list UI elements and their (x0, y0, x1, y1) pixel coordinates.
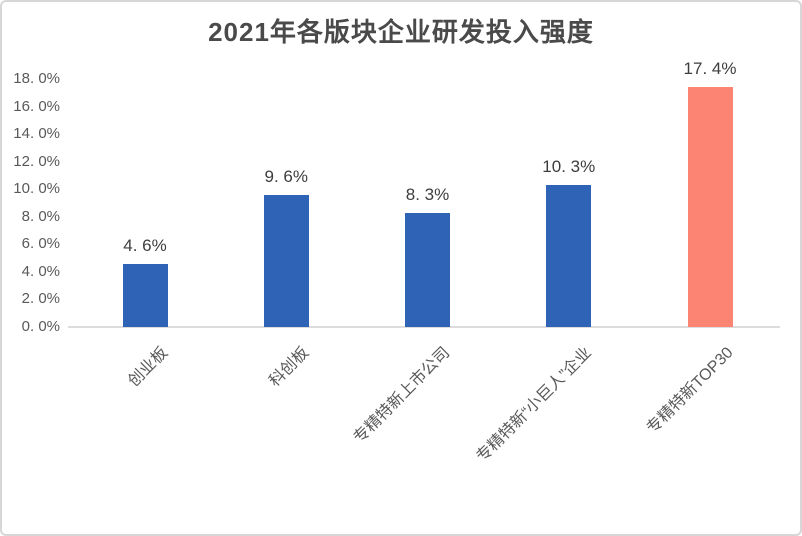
x-category-label: 创业板 (125, 344, 172, 391)
y-tick-label: 8. 0% (21, 207, 60, 225)
y-tick-label: 16. 0% (13, 97, 60, 115)
y-tick-label: 6. 0% (21, 235, 60, 253)
bar (546, 185, 592, 327)
bar (405, 212, 450, 327)
bar (687, 87, 733, 327)
bar (122, 263, 168, 327)
bar-value-label: 17. 4% (683, 59, 737, 79)
y-tick-label: 10. 0% (13, 180, 60, 198)
y-tick-label: 18. 0% (13, 70, 60, 87)
bar-value-label: 10. 3% (542, 157, 596, 177)
y-tick-label: 0. 0% (21, 318, 60, 335)
bar (263, 194, 309, 327)
y-tick-label: 14. 0% (13, 125, 60, 143)
x-category-label: 专精特新“小巨人”企业 (473, 344, 596, 466)
bar-value-label: 9. 6% (264, 166, 308, 186)
bar-value-label: 4. 6% (123, 235, 167, 255)
x-axis-line (68, 326, 780, 328)
y-tick-label: 2. 0% (21, 290, 60, 308)
y-tick-label: 4. 0% (21, 262, 60, 280)
x-category-label: 科创板 (266, 344, 313, 391)
x-category-label: 专精特新上市公司 (351, 344, 454, 447)
y-tick-label: 12. 0% (13, 152, 60, 170)
x-category-label: 专精特新TOP30 (643, 344, 737, 438)
bar-value-label: 8. 3% (405, 184, 450, 204)
chart-title: 2021年各版块企业研发投入强度 (208, 17, 594, 47)
